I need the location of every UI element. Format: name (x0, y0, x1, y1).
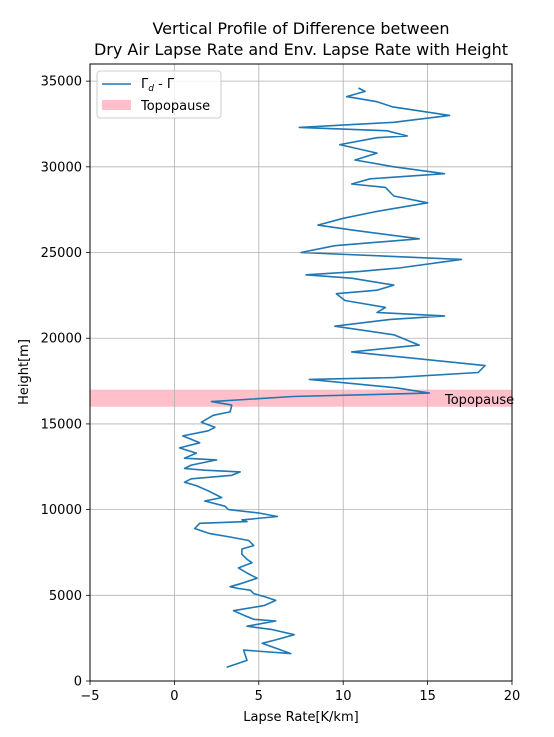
x-tick-label: 20 (504, 689, 521, 704)
tick-layer: −5 0 5 10 15 20050001000015000200002500030000… (41, 75, 521, 704)
x-tick-label: −5 (80, 689, 99, 704)
legend: Γd - Γ Topopause (96, 70, 222, 119)
x-tick-label: 10 (335, 689, 352, 704)
x-axis-label: Lapse Rate[K/km] (243, 710, 358, 725)
y-tick-label: 10000 (41, 503, 82, 518)
chart-title-line2: Dry Air Lapse Rate and Env. Lapse Rate w… (94, 40, 508, 59)
chart-title-line1: Vertical Profile of Difference between (152, 19, 449, 38)
legend-series-label: Γd - Γ (141, 77, 175, 94)
y-tick-label: 30000 (41, 160, 82, 175)
y-tick-label: 20000 (41, 332, 82, 347)
grid-layer (89, 64, 513, 682)
band-label: Topopause (444, 393, 514, 408)
y-tick-label: 15000 (41, 417, 82, 432)
legend-band-swatch (102, 100, 131, 110)
lapse-rate-difference-line (178, 87, 486, 669)
x-tick-label: 0 (170, 689, 178, 704)
plot-frame (89, 63, 513, 682)
y-tick-label: 35000 (41, 75, 82, 90)
legend-band-label: Topopause (140, 99, 210, 114)
y-tick-label: 25000 (41, 246, 82, 261)
y-tick-label: 0 (74, 675, 82, 690)
series-layer (178, 87, 486, 669)
y-tick-label: 5000 (49, 589, 82, 604)
x-tick-label: 15 (419, 689, 436, 704)
y-axis-label: Height[m] (17, 339, 32, 405)
x-tick-label: 5 (255, 689, 263, 704)
